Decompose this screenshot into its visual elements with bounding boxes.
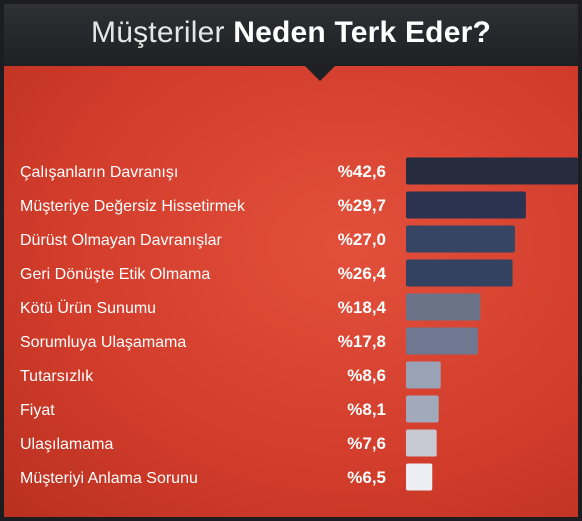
value-label-durust-olmayan-davranislar: %27,0	[338, 230, 386, 249]
category-label-fiyat: Fiyat	[20, 402, 55, 419]
title-light: Müşteriler	[91, 16, 225, 49]
category-label-musteriyi-anlama-sorunu: Müşteriyi Anlama Sorunu	[20, 470, 198, 487]
chart-frame: Müşteriler Neden Terk Eder? Çalışanların…	[4, 4, 578, 517]
bar-kotu-urun-sunumu	[406, 293, 481, 321]
bar-durust-olmayan-davranislar	[406, 225, 516, 253]
bar-fiyat	[406, 395, 439, 423]
category-label-tutarsizlik: Tutarsızlık	[20, 368, 94, 385]
category-label-musteriye-degersiz-hissetirmek: Müşteriye Değersiz Hissetirmek	[20, 198, 246, 215]
value-label-tutarsizlik: %8,6	[347, 366, 386, 385]
bar-ulasilamama	[406, 429, 437, 457]
category-label-kotu-urun-sunumu: Kötü Ürün Sunumu	[20, 299, 156, 317]
category-label-ulasilamama: Ulaşılamama	[20, 436, 113, 453]
category-label-calisanlarin-davranisi: Çalışanların Davranışı	[20, 164, 178, 181]
bar-chart: Çalışanların Davranışı %42,6 Müşteriye Değ…	[20, 157, 578, 491]
category-label-geri-donuste-etik-olmama: Geri Dönüşte Etik Olmama	[20, 266, 210, 283]
value-label-sorumluya-ulasamama: %17,8	[338, 332, 386, 351]
header-bar: Müşteriler Neden Terk Eder?	[4, 4, 578, 66]
bar-sorumluya-ulasamama	[406, 327, 478, 355]
value-label-kotu-urun-sunumu: %18,4	[338, 298, 387, 317]
value-label-fiyat: %8,1	[347, 400, 386, 419]
category-label-sorumluya-ulasamama: Sorumluya Ulaşamama	[20, 334, 186, 351]
value-label-ulasilamama: %7,6	[347, 434, 386, 453]
category-label-durust-olmayan-davranislar: Dürüst Olmayan Davranışlar	[20, 232, 223, 249]
title-bold: Neden Terk Eder?	[233, 16, 491, 49]
bar-geri-donuste-etik-olmama	[406, 259, 513, 287]
bar-tutarsizlik	[406, 361, 441, 389]
bar-musteriyi-anlama-sorunu	[406, 463, 433, 491]
page-title: Müşteriler Neden Terk Eder?	[4, 16, 578, 50]
value-label-musteriyi-anlama-sorunu: %6,5	[347, 468, 386, 487]
value-label-musteriye-degersiz-hissetirmek: %29,7	[338, 196, 386, 215]
bar-calisanlarin-davranisi	[406, 157, 578, 185]
header-pointer	[304, 65, 336, 81]
chart-panel	[4, 66, 578, 517]
bar-musteriye-degersiz-hissetirmek	[406, 191, 526, 219]
value-label-geri-donuste-etik-olmama: %26,4	[338, 264, 387, 283]
value-label-calisanlarin-davranisi: %42,6	[338, 162, 386, 181]
